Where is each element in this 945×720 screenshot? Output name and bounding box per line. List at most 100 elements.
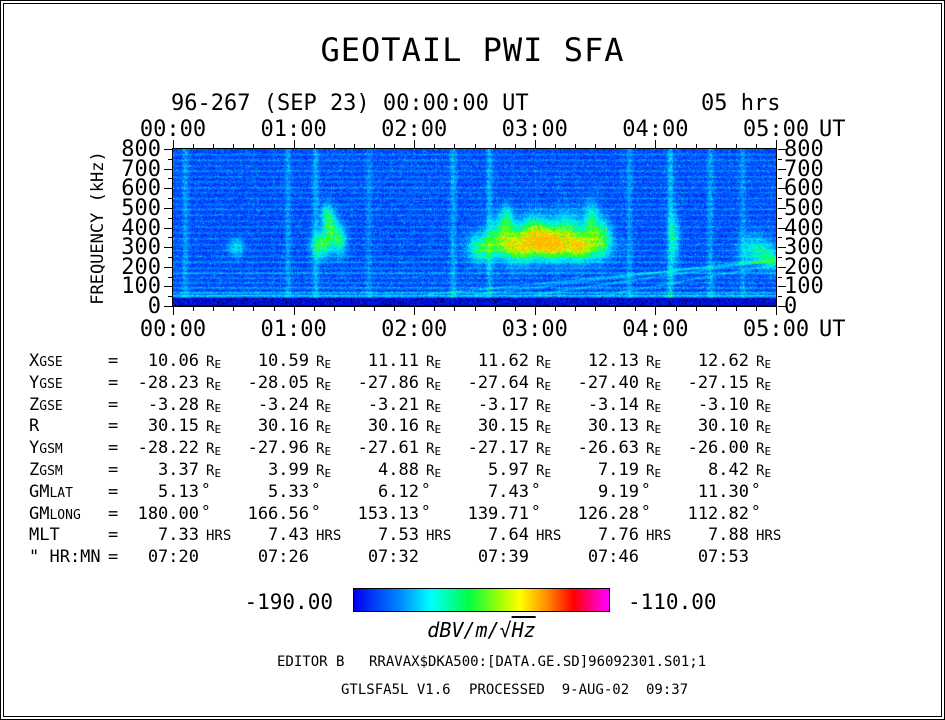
time-minor-tick-top	[394, 144, 396, 148]
ephemeris-value-zgsm: 4.88 RE	[378, 459, 442, 480]
ephemeris-value-zgse: -3.17 RE	[477, 394, 552, 415]
ephemeris-value-zgsm: 3.37 RE	[158, 459, 222, 480]
ephemeris-value-zgsm: 5.97 RE	[488, 459, 552, 480]
freq-tick-left	[164, 188, 172, 190]
freq-tick-right	[778, 227, 786, 229]
freq-tick-left	[164, 168, 172, 170]
equals-sign: =	[108, 481, 119, 502]
freq-minor-tick-right	[778, 178, 782, 180]
ephemeris-value-gmlong: 180.00 °	[137, 501, 211, 524]
ephemeris-value-xgse: 11.11 RE	[367, 351, 442, 371]
freq-tick-left	[164, 149, 172, 150]
ephemeris-value-ygsm: -26.00 RE	[687, 438, 772, 459]
freq-tick-right	[778, 207, 786, 209]
unit-label: °	[421, 479, 431, 499]
freq-minor-tick-left	[168, 256, 172, 258]
equals-sign: =	[108, 438, 119, 459]
time-minor-tick-bottom	[494, 307, 496, 311]
time-minor-tick-top	[273, 144, 275, 148]
time-minor-tick-bottom	[434, 307, 436, 311]
time-minor-tick-top	[755, 144, 757, 148]
unit-label: RE	[756, 354, 772, 371]
ephemeris-value-mlt: 7.88 HRS	[708, 525, 782, 546]
time-tick-bottom	[414, 307, 416, 315]
freq-tick-label-left: 700	[121, 156, 161, 182]
unit-label: °	[751, 501, 761, 521]
time-minor-tick-top	[595, 144, 597, 148]
time-minor-tick-bottom	[374, 307, 375, 311]
time-minor-tick-top	[554, 144, 556, 148]
ephemeris-value-gmlat: 9.19 °	[598, 479, 651, 502]
freq-tick-right	[778, 266, 786, 268]
time-minor-tick-top	[635, 144, 637, 148]
ephemeris-value-zgsm: 7.19 RE	[598, 459, 662, 480]
ephemeris-value-hrmn: 07:39	[477, 547, 529, 568]
ephemeris-value-r: 30.15 RE	[477, 416, 552, 437]
freq-tick-label-right: 0	[784, 294, 798, 319]
freq-tick-label-left: 0	[147, 294, 161, 319]
freq-tick-label-left: 400	[121, 215, 161, 241]
freq-tick-label-left: 200	[121, 254, 161, 280]
unit-label: RE	[316, 354, 332, 371]
unit-label: RE	[756, 441, 772, 459]
spectrogram-canvas	[173, 149, 776, 306]
unit-label: HRS	[316, 528, 342, 545]
ephemeris-value-hrmn: 07:26	[257, 547, 309, 568]
time-minor-tick-bottom	[735, 307, 737, 311]
equals-sign: =	[108, 459, 119, 480]
ephemeris-row-gmlong: GMLONG = 180.00 ° 166.56 ° 153.13 ° 139.71 ° 126.2…	[29, 501, 819, 526]
time-tick-top	[776, 140, 777, 148]
ephemeris-value-hrmn: 07:20	[147, 547, 199, 568]
row-label-gmlat: GMLAT	[29, 481, 73, 502]
freq-minor-tick-left	[168, 237, 172, 239]
freq-tick-right	[778, 149, 786, 150]
unit-label: RE	[206, 462, 222, 480]
time-tick-top	[293, 140, 295, 148]
colorbar-max-label: -110.00	[628, 590, 717, 614]
start-time-label: 96-267 (SEP 23) 00:00:00 UT	[171, 91, 529, 116]
ephemeris-value-ygse: -27.86 RE	[357, 372, 442, 393]
ephemeris-value-mlt: 7.76 HRS	[598, 525, 672, 546]
spectrogram-plot	[172, 148, 777, 307]
time-tick-top	[173, 140, 174, 148]
freq-minor-tick-left	[168, 276, 172, 278]
footer-program-label: GTLSFA5L V1.6	[341, 682, 451, 698]
ephemeris-value-gmlong: 166.56 °	[247, 501, 321, 524]
unit-label: RE	[536, 462, 552, 480]
time-tick-label-bottom: 05:00	[742, 317, 810, 342]
time-tick-label-bottom: 04:00	[622, 317, 689, 342]
ephemeris-value-zgse: -3.24 RE	[257, 394, 332, 415]
freq-tick-right	[778, 286, 786, 288]
time-minor-tick-top	[193, 144, 195, 148]
time-tick-bottom	[776, 307, 777, 315]
unit-label: RE	[426, 419, 442, 437]
time-tick-top	[414, 140, 416, 148]
ephemeris-value-r: 30.10 RE	[697, 416, 772, 437]
ephemeris-value-hrmn: 07:32	[367, 547, 419, 568]
freq-tick-label-left: 500	[121, 195, 161, 221]
equals-sign: =	[108, 525, 119, 546]
ephemeris-value-mlt: 7.64 HRS	[488, 525, 562, 546]
time-minor-tick-bottom	[615, 307, 617, 311]
unit-label: RE	[536, 375, 552, 393]
colorbar-unit-radicand: Hz	[511, 618, 536, 642]
time-minor-tick-bottom	[253, 307, 255, 311]
ephemeris-value-gmlong: 153.13 °	[357, 501, 431, 524]
freq-minor-tick-right	[778, 256, 782, 258]
freq-tick-left	[164, 286, 172, 288]
unit-label: RE	[206, 419, 222, 437]
ephemeris-value-r: 30.15 RE	[147, 416, 222, 437]
radical-sign: √	[499, 618, 512, 642]
ephemeris-row-ygsm: YGSM = -28.22 RE -27.96 RE -27.61 RE -27.17 RE -26…	[29, 438, 819, 460]
unit-label: RE	[206, 375, 222, 393]
ephemeris-value-r: 30.13 RE	[587, 416, 662, 437]
time-minor-tick-bottom	[353, 307, 355, 311]
ephemeris-value-zgse: -3.28 RE	[147, 394, 222, 415]
ephemeris-value-zgsm: 3.99 RE	[268, 459, 332, 480]
unit-label: RE	[756, 397, 772, 415]
time-minor-tick-top	[575, 144, 576, 148]
time-minor-tick-bottom	[755, 307, 757, 311]
unit-label: °	[751, 479, 761, 499]
ephemeris-row-xgse: XGSE = 10.06 RE 10.59 RE 11.11 RE 11.62 RE 12.13 RE…	[29, 351, 819, 373]
ephemeris-value-gmlat: 11.30 °	[697, 479, 761, 502]
